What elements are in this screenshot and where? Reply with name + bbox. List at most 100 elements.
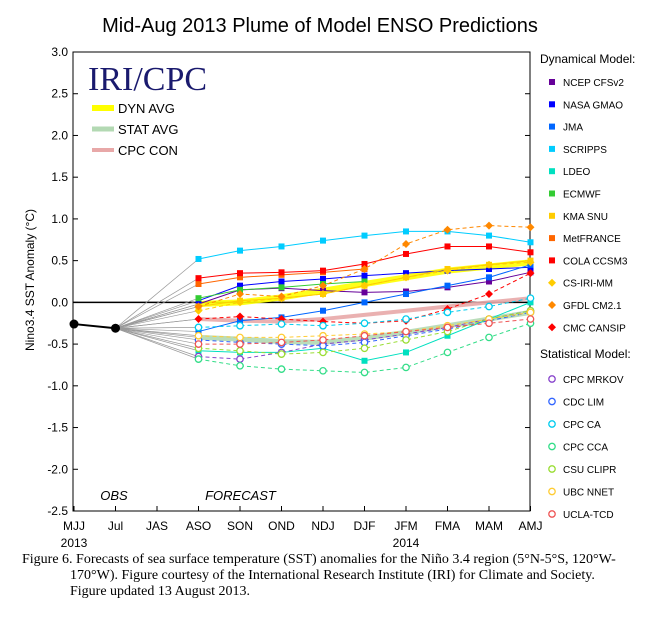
data-point bbox=[549, 168, 555, 175]
data-point bbox=[237, 274, 243, 281]
legend-label: DYN AVG bbox=[118, 101, 175, 116]
connector-line bbox=[115, 327, 199, 357]
data-point bbox=[360, 264, 369, 273]
data-point bbox=[402, 336, 410, 344]
data-point bbox=[361, 272, 368, 279]
x-tick-label: OND bbox=[268, 519, 295, 533]
obs-point bbox=[69, 319, 79, 329]
legend-stat-title: Statistical Model: bbox=[540, 347, 631, 361]
data-point bbox=[402, 315, 410, 323]
data-point bbox=[402, 327, 410, 336]
caption-line-2: 170°W). Figure courtesy of the Internati… bbox=[70, 568, 595, 583]
connector-line bbox=[115, 327, 199, 338]
connector-line bbox=[115, 297, 199, 329]
data-point bbox=[548, 301, 556, 309]
data-point bbox=[319, 336, 327, 344]
figure-caption: Figure 6. Forecasts of sea surface tempe… bbox=[22, 552, 642, 600]
data-point bbox=[548, 420, 556, 428]
legend-label: STAT AVG bbox=[118, 122, 178, 137]
data-point bbox=[361, 260, 368, 267]
x-tick-label: JFM bbox=[394, 519, 417, 533]
series-line bbox=[198, 272, 531, 324]
connector-line bbox=[115, 303, 199, 329]
legend-label: UCLA-TCD bbox=[563, 510, 614, 521]
data-point bbox=[236, 312, 244, 321]
obs-point bbox=[111, 323, 120, 333]
data-point bbox=[195, 281, 202, 288]
data-point bbox=[548, 487, 556, 496]
legend-label: NASA GMAO bbox=[563, 100, 623, 111]
data-point bbox=[549, 235, 555, 242]
legend-label: LDEO bbox=[563, 167, 590, 178]
data-point bbox=[237, 270, 243, 277]
data-point bbox=[526, 269, 535, 278]
year-label: 2014 bbox=[393, 536, 420, 550]
data-point bbox=[319, 281, 327, 290]
enso-plume-chart: Mid-Aug 2013 Plume of Model ENSO Predict… bbox=[23, 15, 635, 550]
data-point bbox=[320, 267, 326, 274]
y-tick-label: -1.0 bbox=[47, 379, 68, 393]
data-point bbox=[526, 223, 535, 232]
data-point bbox=[526, 315, 535, 323]
caption-line-1: Figure 6. Forecasts of sea surface tempe… bbox=[22, 552, 616, 567]
data-point bbox=[443, 348, 452, 357]
y-tick-label: 3.0 bbox=[51, 45, 68, 59]
data-point bbox=[194, 302, 203, 311]
data-point bbox=[486, 278, 492, 285]
y-tick-label: 2.0 bbox=[51, 128, 68, 142]
data-point bbox=[361, 357, 368, 364]
chart-title: Mid-Aug 2013 Plume of Model ENSO Predict… bbox=[102, 15, 538, 37]
data-point bbox=[361, 278, 368, 285]
data-point bbox=[194, 331, 203, 340]
data-point bbox=[526, 294, 535, 303]
data-point bbox=[548, 465, 556, 473]
obs-label: OBS bbox=[100, 488, 128, 503]
data-point bbox=[360, 331, 369, 340]
data-point bbox=[319, 348, 327, 357]
model-legend: Dynamical Model: NCEP CFSv2 NASA GMAO JMA SC… bbox=[540, 52, 635, 521]
plot-frame bbox=[72, 51, 531, 512]
data-point bbox=[486, 274, 492, 281]
connector-line bbox=[115, 327, 199, 345]
connector-line bbox=[115, 306, 199, 329]
data-point bbox=[278, 243, 285, 250]
x-tick-label: ASO bbox=[186, 519, 211, 533]
year-label: 2013 bbox=[61, 536, 88, 550]
data-point bbox=[444, 282, 451, 289]
data-point bbox=[236, 346, 244, 355]
data-point bbox=[320, 275, 326, 282]
data-point bbox=[194, 315, 203, 324]
y-tick-label: -0.5 bbox=[47, 337, 68, 351]
data-point bbox=[548, 397, 556, 406]
connector-line bbox=[115, 283, 199, 329]
data-point bbox=[527, 299, 534, 306]
connector-line bbox=[115, 258, 199, 329]
legend-label: CPC CCA bbox=[563, 443, 608, 454]
data-point bbox=[277, 350, 286, 358]
legend-label: CPC CA bbox=[563, 420, 601, 431]
data-point bbox=[236, 321, 244, 330]
x-tick-label: Jul bbox=[108, 519, 123, 533]
x-tick-label: JAS bbox=[146, 519, 168, 533]
legend-label: KMA SNU bbox=[563, 212, 608, 223]
legend-label: UBC NNET bbox=[563, 488, 614, 499]
legend-label: NCEP CFSv2 bbox=[563, 78, 624, 89]
data-point bbox=[548, 278, 556, 287]
data-point bbox=[485, 290, 493, 299]
data-point bbox=[402, 273, 410, 282]
data-point bbox=[277, 320, 286, 328]
connector-line bbox=[115, 310, 199, 329]
legend-label: MetFRANCE bbox=[563, 234, 621, 245]
connector-line bbox=[115, 277, 199, 329]
average-legend: IRI/CPC DYN AVG STAT AVG CPC CON bbox=[88, 61, 207, 158]
data-point bbox=[444, 332, 451, 339]
data-point bbox=[527, 249, 534, 256]
legend-label: CPC CON bbox=[118, 143, 178, 158]
y-tick-label: -2.0 bbox=[47, 462, 68, 476]
legend-dyn-title: Dynamical Model: bbox=[540, 52, 635, 66]
data-point bbox=[277, 338, 286, 347]
data-point bbox=[444, 243, 451, 250]
y-tick-label: 0.5 bbox=[51, 254, 68, 268]
data-point bbox=[194, 340, 203, 348]
x-tick-label: SON bbox=[227, 519, 253, 533]
